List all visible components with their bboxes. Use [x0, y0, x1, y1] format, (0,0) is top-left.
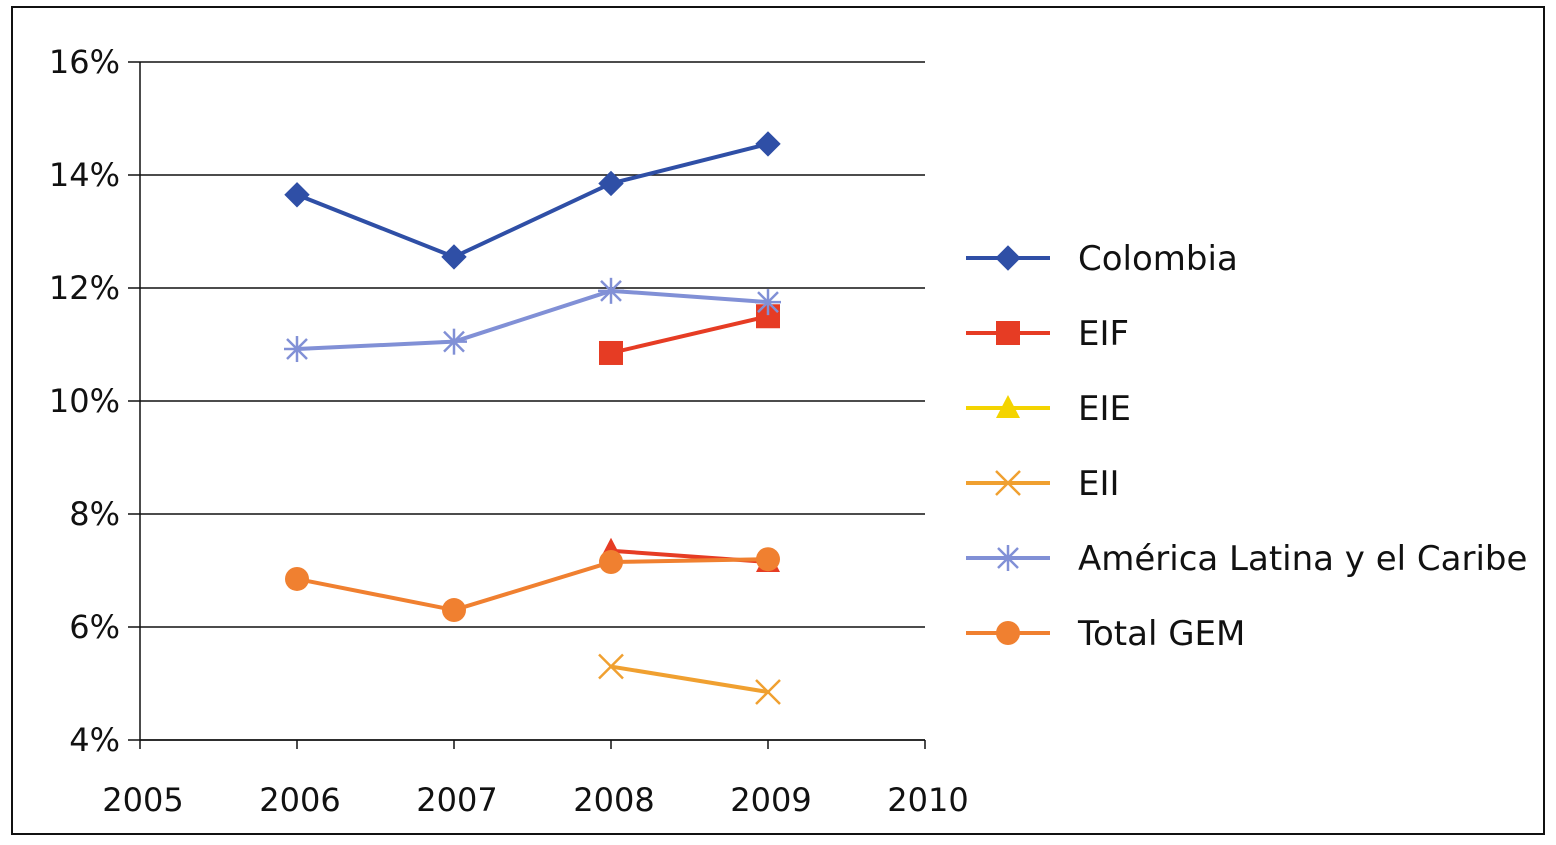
legend-marker-eii-stroke — [995, 470, 1021, 496]
data-point-america-latina-y-el-caribe-2009-stroke — [757, 291, 779, 314]
series-line-eii — [609, 664, 770, 694]
data-point-total-gem-2007-shape — [442, 598, 466, 623]
legend-label-eii: EII — [1078, 464, 1120, 504]
series-line-eif — [609, 314, 770, 355]
legend-marker-eie — [996, 395, 1020, 418]
data-point-total-gem-2006 — [285, 566, 309, 591]
data-point-colombia-2006-shape — [284, 182, 310, 208]
legend-marker-colombia — [995, 245, 1021, 271]
data-point-eif-2008 — [599, 340, 623, 365]
y-tick-label: 14% — [49, 156, 120, 194]
series-america-latina-y-el-caribe — [284, 277, 781, 363]
data-point-eif-2008-shape — [599, 340, 623, 365]
data-point-america-latina-y-el-caribe-2008 — [598, 277, 624, 304]
data-point-eii-2009 — [755, 679, 781, 705]
x-tick-label: 2006 — [259, 781, 340, 819]
data-point-total-gem-2006-shape — [285, 566, 309, 591]
data-point-america-latina-y-el-caribe-2006-stroke — [286, 338, 308, 360]
legend-item-eii: EII — [966, 464, 1120, 504]
legend-item-eie: EIE — [966, 389, 1131, 429]
data-point-colombia-2009 — [755, 131, 781, 157]
legend-item-america-latina-y-el-caribe: América Latina y el Caribe — [966, 539, 1527, 579]
x-tick-label: 2010 — [887, 781, 968, 819]
legend-marker-total-gem — [996, 621, 1020, 645]
data-point-america-latina-y-el-caribe-2008-stroke — [600, 279, 622, 302]
series-line-america-latina-y-el-caribe — [295, 288, 770, 352]
series-line-colombia — [295, 141, 770, 259]
data-point-total-gem-2007 — [442, 598, 466, 623]
series-eii — [598, 653, 781, 705]
y-tick-label: 10% — [49, 382, 120, 420]
x-tick-label: 2008 — [573, 781, 654, 819]
legend-marker-eii — [995, 470, 1021, 496]
axes-layer: 4% 6% 8% 10% 12% 14% 16% 2005 2006 2007 2008 2009 20… — [49, 43, 969, 819]
data-point-total-gem-2009-shape — [756, 547, 780, 572]
data-point-eii-2008-stroke — [598, 653, 624, 680]
legend-item-colombia: Colombia — [966, 239, 1238, 279]
series-total-gem — [285, 547, 780, 623]
legend-marker-eif-shape — [996, 321, 1020, 345]
legend-marker-america-latina-y-el-caribe — [995, 545, 1021, 571]
y-tick-label: 8% — [69, 495, 120, 533]
legend-item-eif: EIF — [966, 314, 1129, 354]
x-tick-label: 2005 — [102, 781, 183, 819]
grid-layer — [140, 61, 925, 741]
legend-label-total-gem: Total GEM — [1077, 614, 1245, 654]
y-tick-label: 4% — [69, 721, 120, 759]
y-tick-label: 16% — [49, 43, 120, 81]
data-point-total-gem-2009 — [756, 547, 780, 572]
y-tick-label: 6% — [69, 608, 120, 646]
legend-marker-colombia-shape — [995, 245, 1021, 271]
series-line-total-gem — [295, 557, 770, 613]
data-point-america-latina-y-el-caribe-2006 — [284, 336, 310, 363]
data-point-america-latina-y-el-caribe-2007-stroke — [443, 330, 465, 353]
series-eie — [599, 537, 780, 573]
data-point-eii-2009-stroke — [755, 679, 781, 705]
data-point-america-latina-y-el-caribe-2009 — [755, 289, 781, 316]
x-tick-label: 2007 — [416, 781, 497, 819]
data-point-total-gem-2008 — [599, 550, 623, 575]
data-point-eii-2008 — [598, 653, 624, 680]
series-colombia — [284, 131, 781, 270]
legend-marker-eif — [996, 321, 1020, 345]
legend-label-colombia: Colombia — [1078, 239, 1238, 279]
legend-marker-america-latina-y-el-caribe-stroke — [997, 547, 1019, 569]
legend-marker-eie-shape — [996, 395, 1020, 418]
chart-border — [11, 6, 1545, 835]
legend-label-eie: EIE — [1078, 389, 1131, 429]
y-tick-label: 12% — [49, 269, 120, 307]
legend-label-america-latina-y-el-caribe: América Latina y el Caribe — [1078, 539, 1527, 579]
data-point-colombia-2007-shape — [441, 244, 467, 270]
legend-marker-total-gem-shape — [996, 621, 1020, 645]
x-tick-label: 2009 — [730, 781, 811, 819]
legend-label-eif: EIF — [1078, 314, 1129, 354]
data-point-colombia-2007 — [441, 244, 467, 270]
data-point-colombia-2008 — [598, 170, 624, 197]
legend-item-total-gem: Total GEM — [966, 614, 1245, 654]
series-eif — [599, 304, 780, 365]
data-point-america-latina-y-el-caribe-2007 — [441, 328, 467, 355]
data-point-total-gem-2008-shape — [599, 550, 623, 575]
data-point-colombia-2008-shape — [598, 170, 624, 197]
data-point-colombia-2009-shape — [755, 131, 781, 157]
data-point-colombia-2006 — [284, 182, 310, 208]
legend: Colombia EIF EIE EII América Latina y el Car… — [966, 239, 1527, 654]
series-layer — [284, 131, 781, 705]
